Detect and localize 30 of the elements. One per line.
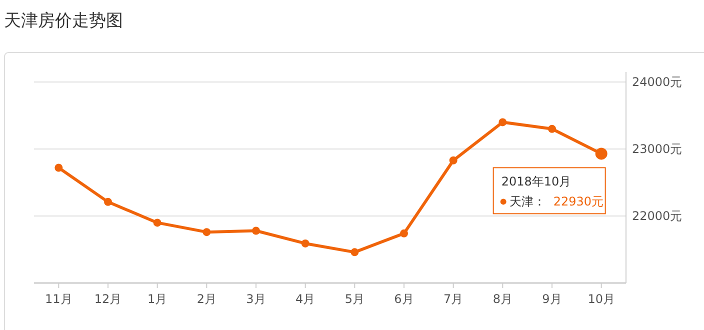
point xyxy=(449,156,458,164)
y-tick-label: 24000元 xyxy=(632,75,682,89)
legend-label: 天津： xyxy=(509,194,546,209)
data-label: 22930元 xyxy=(553,194,604,209)
annotation: 2018年10月 xyxy=(501,174,572,189)
x-tick-label: 5月 xyxy=(344,292,364,306)
x-tick-label: 8月 xyxy=(492,292,512,306)
point xyxy=(350,248,359,256)
point xyxy=(400,229,408,238)
y-tick-label: 22000元 xyxy=(632,209,682,223)
x-tick-label: 2月 xyxy=(196,292,216,306)
y-tick-label: 23000元 xyxy=(632,142,682,156)
point xyxy=(104,198,112,206)
x-tick-label: 10月 xyxy=(588,292,615,306)
point xyxy=(202,228,211,236)
x-tick-label: 9月 xyxy=(542,292,562,306)
x-tick-label: 6月 xyxy=(394,292,414,306)
x-tick-label: 3月 xyxy=(246,292,266,306)
point xyxy=(54,164,63,172)
point xyxy=(153,218,162,227)
chart-title: 天津房价走势图 xyxy=(4,11,123,31)
x-tick-label: 11月 xyxy=(45,292,72,306)
point xyxy=(548,124,556,133)
x-tick-label: 4月 xyxy=(296,292,316,306)
point xyxy=(498,118,507,126)
point xyxy=(301,239,310,248)
x-tick-label: 1月 xyxy=(148,292,168,306)
point xyxy=(252,226,260,235)
x-tick-label: 12月 xyxy=(94,292,122,306)
x-tick-label: 7月 xyxy=(444,292,464,306)
